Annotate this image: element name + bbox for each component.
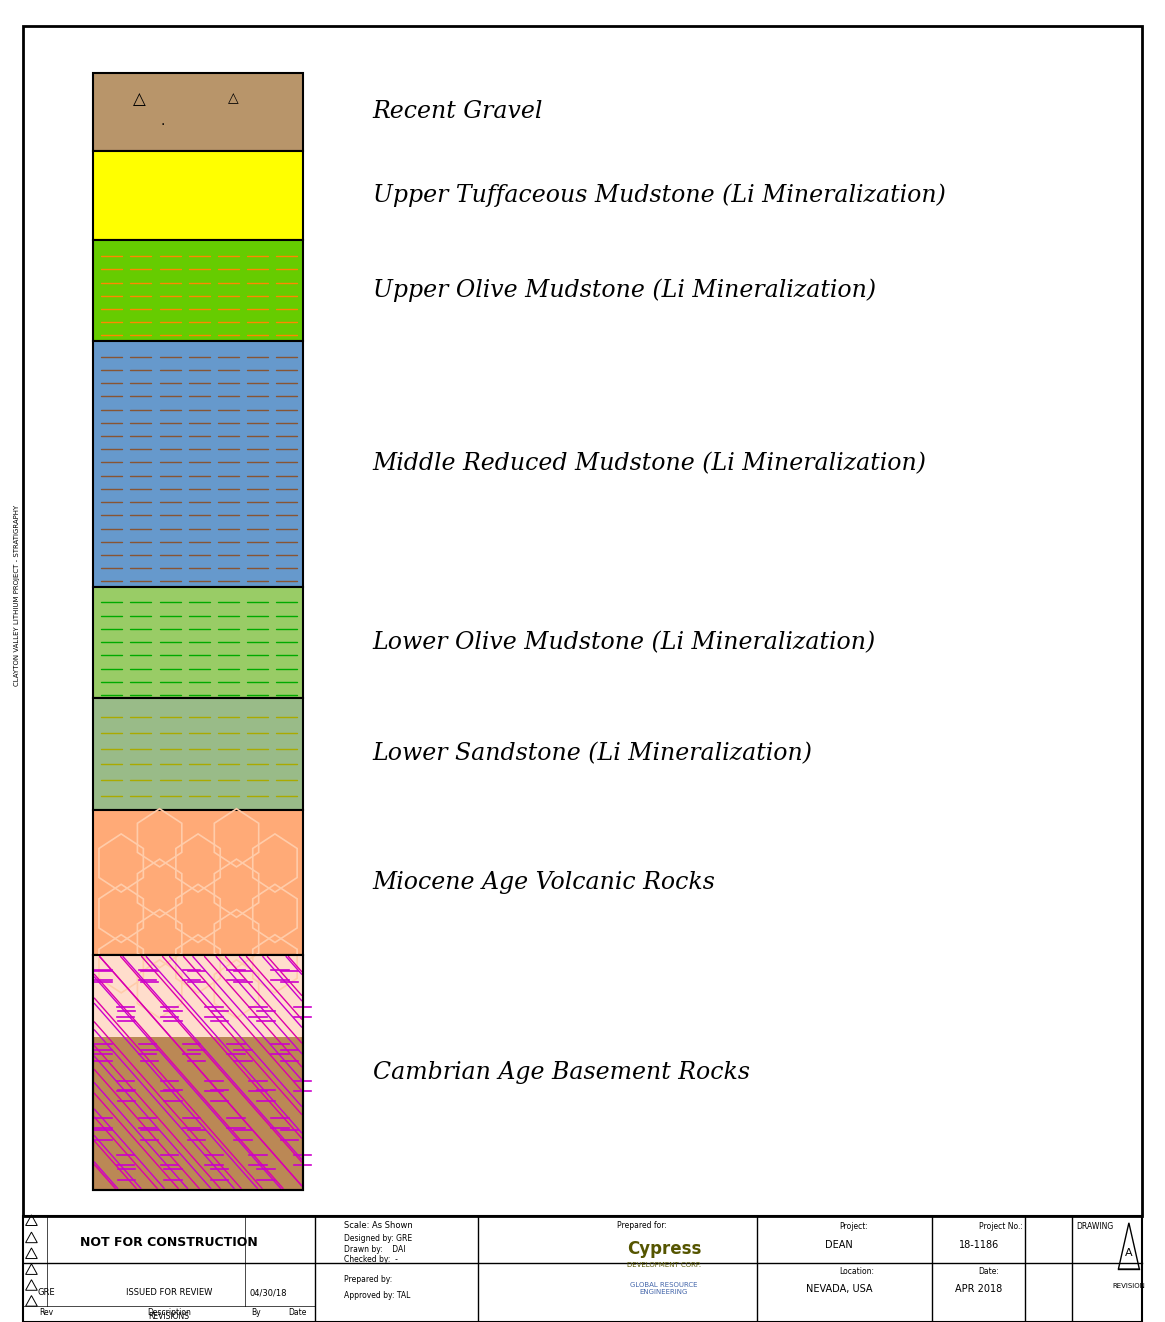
Text: Upper Olive Mudstone (Li Mineralization): Upper Olive Mudstone (Li Mineralization) (373, 279, 876, 303)
Text: Upper Tuffaceous Mudstone (Li Mineralization): Upper Tuffaceous Mudstone (Li Mineraliza… (373, 184, 946, 208)
Bar (93, 341, 303, 587)
Text: By: By (252, 1309, 261, 1317)
Text: Date: Date (288, 1309, 306, 1317)
Text: Description: Description (147, 1309, 191, 1317)
Bar (93, 698, 303, 810)
Text: DEAN: DEAN (825, 1240, 853, 1251)
Text: Designed by: GRE: Designed by: GRE (344, 1235, 411, 1243)
Text: Checked by:  -: Checked by: - (344, 1256, 397, 1264)
Bar (93, 810, 303, 956)
Text: 04/30/18: 04/30/18 (249, 1289, 287, 1297)
Text: REVISION: REVISION (1113, 1284, 1145, 1289)
Text: ·: · (161, 118, 165, 132)
Text: CLAYTON VALLEY LITHIUM PROJECT - STRATIGRAPHY: CLAYTON VALLEY LITHIUM PROJECT - STRATIG… (14, 504, 21, 686)
Text: APR 2018: APR 2018 (955, 1284, 1002, 1294)
Text: Middle Reduced Mudstone (Li Mineralization): Middle Reduced Mudstone (Li Mineralizati… (373, 452, 927, 475)
Text: Miocene Age Volcanic Rocks: Miocene Age Volcanic Rocks (373, 871, 715, 894)
Text: Project:: Project: (839, 1223, 868, 1231)
Text: △: △ (227, 91, 239, 106)
Bar (23, 1216, 1142, 1322)
Text: Location:: Location: (839, 1268, 874, 1276)
Text: A: A (1125, 1248, 1132, 1259)
Text: △: △ (134, 90, 146, 107)
Text: Project No.:: Project No.: (979, 1223, 1023, 1231)
Text: NEVADA, USA: NEVADA, USA (805, 1284, 873, 1294)
Bar (93, 956, 303, 1038)
Bar (93, 241, 303, 341)
Bar (93, 587, 303, 698)
Text: DEVELOPMENT CORP.: DEVELOPMENT CORP. (627, 1263, 701, 1268)
Text: Prepared by:: Prepared by: (344, 1276, 391, 1284)
Text: Date:: Date: (979, 1268, 1000, 1276)
Text: Prepared for:: Prepared for: (617, 1222, 668, 1229)
Bar (93, 73, 303, 151)
Text: 18-1186: 18-1186 (959, 1240, 998, 1251)
Text: Approved by: TAL: Approved by: TAL (344, 1292, 410, 1300)
Text: GLOBAL RESOURCE
ENGINEERING: GLOBAL RESOURCE ENGINEERING (630, 1282, 698, 1296)
Text: Lower Olive Mudstone (Li Mineralization): Lower Olive Mudstone (Li Mineralization) (373, 631, 876, 654)
Text: Drawn by:    DAI: Drawn by: DAI (344, 1245, 405, 1253)
Bar (93, 956, 303, 1190)
Text: REVISIONS: REVISIONS (148, 1311, 190, 1321)
Text: Rev: Rev (40, 1309, 54, 1317)
Bar (93, 956, 303, 1190)
Bar (93, 151, 303, 241)
Text: ISSUED FOR REVIEW: ISSUED FOR REVIEW (126, 1289, 212, 1297)
Text: Recent Gravel: Recent Gravel (373, 100, 543, 123)
Text: Scale: As Shown: Scale: As Shown (344, 1222, 412, 1229)
Text: DRAWING: DRAWING (1076, 1223, 1114, 1231)
Text: GRE: GRE (37, 1289, 56, 1297)
Text: NOT FOR CONSTRUCTION: NOT FOR CONSTRUCTION (80, 1236, 257, 1249)
Text: Cypress: Cypress (627, 1240, 701, 1259)
Text: Lower Sandstone (Li Mineralization): Lower Sandstone (Li Mineralization) (373, 743, 813, 765)
Text: Cambrian Age Basement Rocks: Cambrian Age Basement Rocks (373, 1062, 750, 1084)
